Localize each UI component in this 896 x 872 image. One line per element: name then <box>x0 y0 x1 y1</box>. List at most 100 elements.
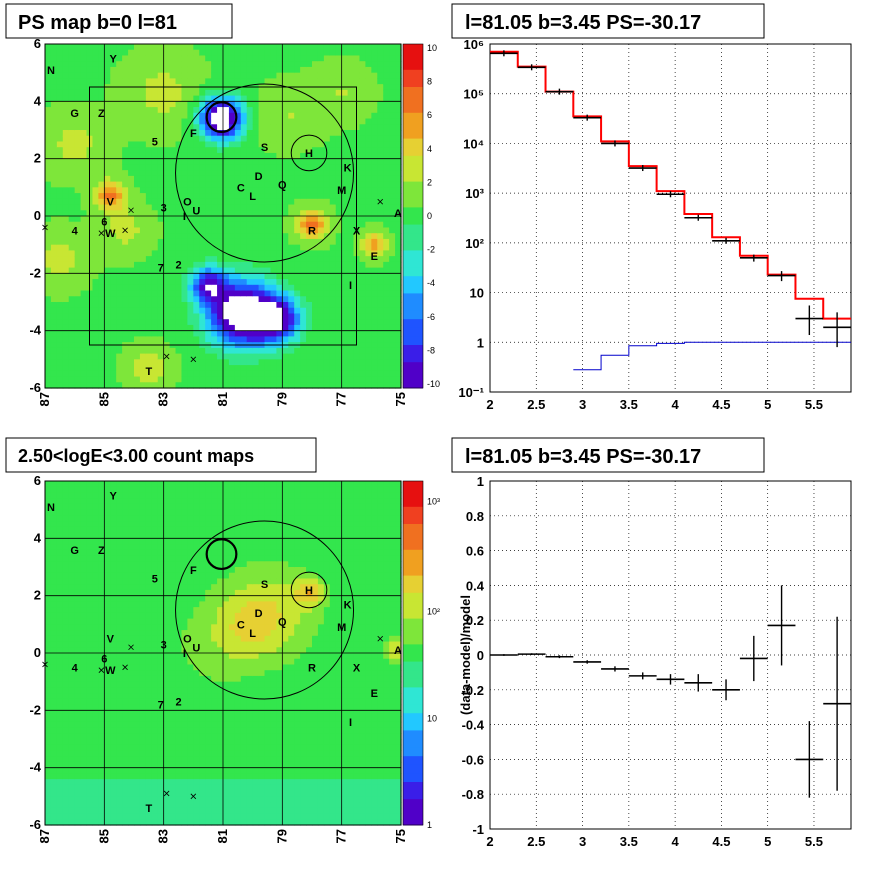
colorbar-tick-label: 6 <box>427 110 432 120</box>
map-cell <box>282 66 289 74</box>
map-cell <box>306 107 313 114</box>
map-cell <box>228 347 236 355</box>
map-cell <box>157 578 165 585</box>
map-cell <box>116 486 123 494</box>
map-cell <box>128 279 135 286</box>
map-cell <box>56 589 64 597</box>
map-cell <box>45 238 52 246</box>
map-cell <box>50 267 58 274</box>
map-cell <box>223 359 230 366</box>
map-cell <box>139 618 147 625</box>
map-cell <box>116 704 123 711</box>
map-cell <box>139 244 147 251</box>
source-label: M <box>337 185 346 197</box>
map-cell <box>175 227 183 234</box>
map-cell <box>163 515 171 522</box>
map-cell <box>347 175 355 183</box>
map-cell <box>270 256 277 263</box>
map-cell <box>128 744 135 752</box>
map-cell <box>122 509 129 516</box>
map-cell <box>80 779 88 786</box>
map-cell <box>389 336 396 343</box>
map-cell <box>56 95 64 102</box>
map-cell <box>139 549 147 557</box>
map-cell <box>228 101 236 108</box>
map-cell <box>264 158 272 165</box>
map-cell <box>223 135 230 143</box>
map-cell <box>116 807 123 815</box>
map-cell <box>282 141 289 148</box>
map-cell <box>217 290 224 297</box>
map-cell <box>68 767 76 774</box>
map-cell <box>246 210 254 217</box>
map-cell <box>68 641 76 648</box>
map-cell <box>98 796 105 803</box>
map-cell <box>199 365 206 372</box>
map-cell <box>145 95 153 102</box>
map-cell <box>395 175 402 183</box>
map-cell <box>252 44 260 51</box>
map-cell <box>317 112 325 120</box>
map-cell <box>228 365 236 372</box>
map-cell <box>383 78 390 85</box>
map-cell <box>312 376 319 383</box>
map-cell <box>151 49 159 57</box>
map-cell <box>56 716 64 723</box>
map-cell <box>50 739 58 746</box>
map-cell <box>240 347 248 355</box>
map-cell <box>240 307 248 315</box>
map-cell <box>199 101 206 108</box>
map-cell <box>80 175 88 183</box>
map-cell <box>389 44 396 51</box>
map-cell <box>104 503 111 511</box>
map-cell <box>145 279 153 286</box>
map-cell <box>68 302 76 309</box>
map-cell <box>122 302 129 309</box>
map-cell <box>288 261 295 269</box>
map-cell <box>145 549 153 557</box>
map-cell <box>211 61 218 68</box>
map-cell <box>211 112 218 120</box>
map-cell <box>258 61 266 68</box>
map-cell <box>300 365 307 372</box>
map-cell <box>175 313 183 320</box>
map-cell <box>353 353 361 360</box>
map-cell <box>347 95 355 102</box>
map-cell <box>359 147 366 154</box>
map-cell <box>335 313 343 320</box>
map-cell <box>365 290 372 297</box>
map-cell <box>98 653 105 660</box>
map-cell <box>62 698 70 706</box>
map-cell <box>193 216 200 223</box>
map-cell <box>199 221 206 229</box>
map-cell <box>383 101 390 108</box>
source-label: G <box>70 108 79 120</box>
map-cell <box>341 49 349 57</box>
map-cell <box>312 261 319 269</box>
map-cell <box>217 175 224 183</box>
map-cell <box>92 641 99 648</box>
map-cell <box>80 658 88 666</box>
map-cell <box>157 141 165 148</box>
map-cell <box>264 347 272 355</box>
map-cell <box>306 187 313 194</box>
map-cell <box>128 78 135 85</box>
map-cell <box>45 336 52 343</box>
map-cell <box>300 330 307 337</box>
map-cell <box>104 330 111 337</box>
map-cell <box>163 49 171 57</box>
map-cell <box>395 342 402 349</box>
map-cell <box>217 72 224 79</box>
map-cell <box>252 49 260 57</box>
map-cell <box>80 89 88 97</box>
map-cell <box>45 49 52 57</box>
map-cell <box>371 130 378 137</box>
map-cell <box>110 509 117 516</box>
map-cell <box>128 164 135 171</box>
colorbar-frame <box>402 43 424 389</box>
map-cell <box>205 267 212 274</box>
map-cell <box>205 181 212 188</box>
map-cell <box>294 210 301 217</box>
map-cell <box>56 66 64 74</box>
map-cell <box>98 544 105 551</box>
